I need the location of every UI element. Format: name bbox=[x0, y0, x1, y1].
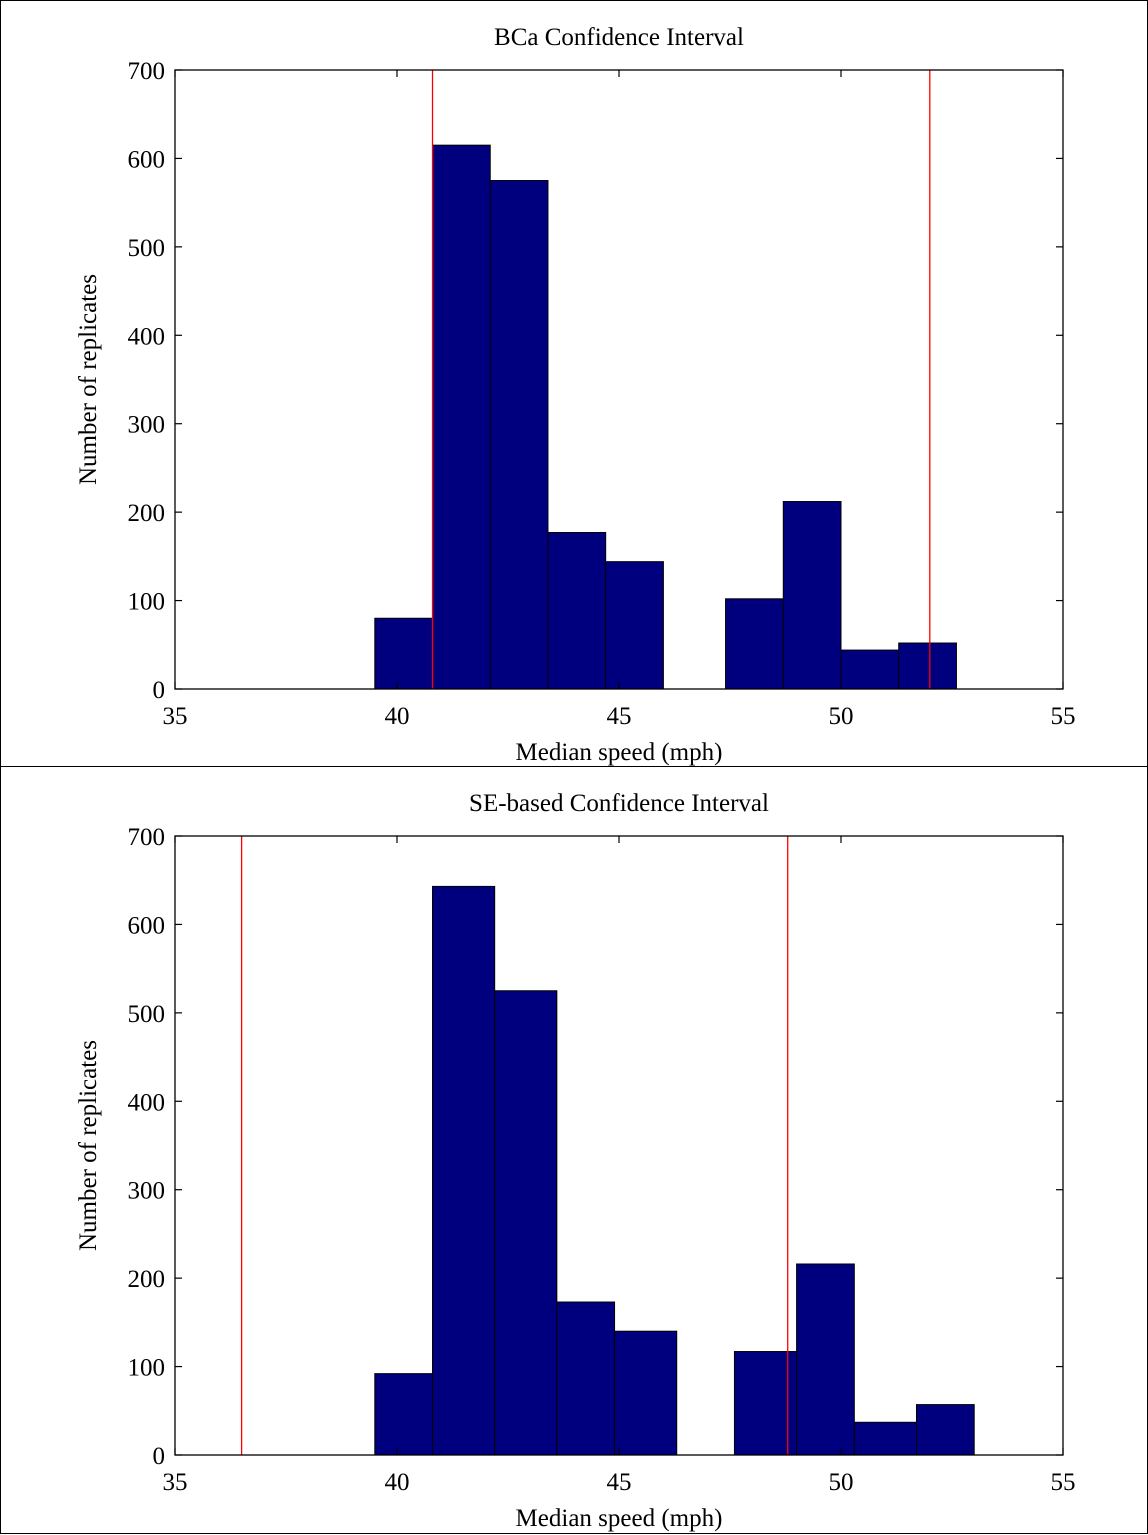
histogram-bar bbox=[614, 1330, 678, 1456]
histogram-bar bbox=[840, 649, 900, 690]
x-tick-label: 35 bbox=[163, 703, 188, 730]
y-tick-label: 500 bbox=[128, 1001, 166, 1028]
x-axis-label: Median speed (mph) bbox=[516, 739, 723, 766]
histogram-bar bbox=[796, 1263, 855, 1456]
y-tick-label: 400 bbox=[128, 1089, 166, 1116]
histogram-bar bbox=[489, 180, 549, 690]
y-tick-label: 500 bbox=[128, 235, 166, 262]
y-tick-label: 700 bbox=[128, 58, 166, 85]
histogram-bar bbox=[556, 1301, 616, 1456]
y-tick-label: 0 bbox=[153, 1443, 166, 1470]
y-tick-label: 300 bbox=[128, 412, 166, 439]
x-tick-label: 40 bbox=[385, 703, 410, 730]
histogram-bar bbox=[782, 501, 842, 690]
histogram-bar bbox=[853, 1421, 917, 1456]
y-axis-label: Number of replicates bbox=[75, 1040, 102, 1251]
x-tick-label: 55 bbox=[1051, 1469, 1076, 1496]
y-tick-label: 600 bbox=[128, 146, 166, 173]
x-tick-label: 40 bbox=[385, 1469, 410, 1496]
y-tick-label: 100 bbox=[128, 589, 166, 616]
histogram-bar bbox=[432, 144, 491, 690]
y-tick-label: 200 bbox=[128, 500, 166, 527]
y-tick-label: 700 bbox=[128, 824, 166, 851]
histogram-bar bbox=[374, 1373, 434, 1456]
histogram-bar bbox=[605, 561, 664, 690]
chart-title: SE-based Confidence Interval bbox=[469, 790, 769, 817]
histogram-bar bbox=[374, 617, 434, 690]
histogram-bar bbox=[725, 598, 784, 690]
y-tick-label: 200 bbox=[128, 1266, 166, 1293]
bca-chart-panel: BCa Confidence Interval 35 40 45 50 55 0 100 200… bbox=[0, 0, 1148, 768]
se-histogram-chart: SE-based Confidence Interval 35 40 45 50 55 0 1… bbox=[75, 790, 1076, 1532]
chart-title: BCa Confidence Interval bbox=[494, 24, 744, 51]
y-tick-label: 600 bbox=[128, 912, 166, 939]
se-chart-panel: SE-based Confidence Interval 35 40 45 50 55 0 1… bbox=[0, 766, 1148, 1534]
histogram-bar bbox=[494, 990, 558, 1456]
x-tick-label: 45 bbox=[607, 1469, 632, 1496]
y-tick-label: 300 bbox=[128, 1178, 166, 1205]
x-tick-label: 50 bbox=[829, 1469, 854, 1496]
histogram-bar bbox=[547, 531, 607, 690]
y-tick-label: 400 bbox=[128, 323, 166, 350]
y-tick-label: 0 bbox=[153, 677, 166, 704]
y-axis-label: Number of replicates bbox=[75, 274, 102, 485]
x-tick-label: 50 bbox=[829, 703, 854, 730]
histogram-bar bbox=[432, 885, 496, 1456]
x-axis-label: Median speed (mph) bbox=[516, 1505, 723, 1532]
bca-histogram-chart: BCa Confidence Interval 35 40 45 50 55 0 100 200… bbox=[75, 24, 1076, 766]
x-tick-label: 35 bbox=[163, 1469, 188, 1496]
histogram-bar bbox=[898, 642, 957, 690]
x-tick-label: 45 bbox=[607, 703, 632, 730]
x-tick-label: 55 bbox=[1051, 703, 1076, 730]
y-tick-label: 100 bbox=[128, 1355, 166, 1382]
histogram-bar bbox=[915, 1404, 975, 1456]
